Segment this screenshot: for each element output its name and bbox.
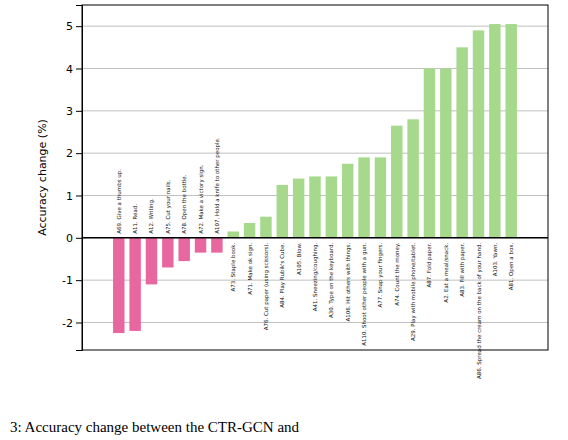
bar bbox=[211, 238, 222, 253]
y-axis-line bbox=[76, 6, 83, 351]
y-tick-label: 0 bbox=[66, 232, 73, 245]
y-tick-mark bbox=[76, 26, 82, 27]
y-axis: -2 -1 0 1 2 3 4 5 bbox=[62, 6, 82, 351]
y-tick-mark bbox=[76, 195, 82, 196]
y-tick: 5 bbox=[66, 20, 82, 33]
y-tick-label: 1 bbox=[66, 190, 73, 203]
plot-frame bbox=[82, 5, 548, 350]
category-label: A105. Blow. bbox=[296, 243, 302, 275]
category-label: A103. Yawn. bbox=[492, 243, 498, 277]
category-label: A86. Spread the cream on the back of you… bbox=[476, 243, 483, 379]
y-tick-label: 3 bbox=[66, 105, 73, 118]
bar bbox=[407, 119, 418, 238]
y-tick-mark bbox=[76, 238, 82, 239]
category-label: A78. Open the bottle. bbox=[181, 174, 188, 234]
bar bbox=[293, 179, 304, 238]
y-tick-mark bbox=[76, 322, 82, 323]
category-label: A30. Type on the keyboard. bbox=[328, 243, 335, 319]
bar bbox=[277, 185, 288, 238]
bar bbox=[375, 157, 386, 237]
category-label: A110. Shoot other people with a gun. bbox=[361, 243, 368, 346]
category-labels: A69. Give a thumbs up. A11. Read. A12. Wri… bbox=[116, 137, 515, 379]
y-tick-label: 4 bbox=[66, 63, 73, 76]
bar bbox=[309, 176, 320, 237]
category-label: A87. Fold paper. bbox=[426, 243, 433, 288]
y-tick-mark bbox=[76, 280, 82, 281]
y-axis-title: Accuracy change (%) bbox=[36, 119, 49, 236]
category-label: A76. Cut paper (using scissors). bbox=[263, 243, 270, 331]
bar bbox=[358, 157, 369, 237]
bar bbox=[146, 238, 157, 285]
category-label: A84. Play Rubik's Cube. bbox=[279, 243, 286, 308]
category-label: A106. Hit others with things. bbox=[345, 243, 352, 322]
bar bbox=[326, 176, 337, 237]
bar bbox=[473, 30, 484, 237]
bar bbox=[505, 24, 516, 238]
zero-line bbox=[82, 237, 548, 239]
y-tick-mark bbox=[76, 68, 82, 69]
category-label: A81. Open a box. bbox=[508, 243, 515, 291]
y-tick: 1 bbox=[66, 190, 82, 203]
bar bbox=[391, 126, 402, 238]
grid-line bbox=[82, 237, 548, 238]
y-tick: 4 bbox=[66, 63, 82, 76]
bar bbox=[178, 238, 189, 261]
bar bbox=[489, 24, 500, 238]
chart: A69. Give a thumbs up. A11. Read. A12. Wri… bbox=[0, 0, 568, 440]
bars bbox=[113, 24, 517, 333]
bar bbox=[162, 238, 173, 268]
category-label: A72. Make a victory sign. bbox=[198, 164, 205, 234]
category-label: A41. Sneezing/coughing. bbox=[312, 243, 319, 312]
category-label: A73. Staple book. bbox=[230, 243, 237, 292]
category-label: A107. Hold a knife to other people. bbox=[214, 137, 221, 234]
bar bbox=[129, 238, 140, 331]
y-tick: -2 bbox=[62, 317, 82, 330]
category-label: A75. Cut your nails. bbox=[165, 179, 172, 233]
bar bbox=[424, 68, 435, 237]
category-label: A11. Read. bbox=[132, 204, 138, 234]
y-tick-label: 2 bbox=[66, 147, 73, 160]
category-label: A83. Fill with paper. bbox=[459, 243, 466, 297]
bar bbox=[440, 68, 451, 237]
category-label: A12. Writing. bbox=[148, 198, 155, 234]
y-tick-label: -2 bbox=[62, 317, 73, 330]
caption: 3: Accuracy change between the CTR-GCN a… bbox=[10, 419, 300, 435]
bar bbox=[113, 238, 124, 333]
grid-line bbox=[82, 26, 548, 27]
y-tick-label: -1 bbox=[62, 274, 73, 287]
bar bbox=[260, 217, 271, 238]
category-label: A29. Play with mobile phone/tablet. bbox=[410, 243, 417, 341]
y-tick: 0 bbox=[66, 232, 82, 245]
bar bbox=[244, 223, 255, 238]
category-label: A71. Make ok sign. bbox=[247, 243, 254, 295]
bar bbox=[456, 47, 467, 237]
y-tick-mark bbox=[76, 111, 82, 112]
y-tick: -1 bbox=[62, 274, 82, 287]
category-label: A2. Eat a meal/snack. bbox=[443, 243, 449, 303]
bar bbox=[195, 238, 206, 253]
y-tick: 3 bbox=[66, 105, 82, 118]
category-label: A77. Snap your fingers. bbox=[377, 243, 384, 308]
y-tick-label: 5 bbox=[66, 20, 73, 33]
bar bbox=[342, 164, 353, 238]
category-label: A69. Give a thumbs up. bbox=[116, 169, 123, 234]
category-label: A74. Count the money. bbox=[394, 243, 401, 306]
y-tick-mark bbox=[76, 153, 82, 154]
y-tick: 2 bbox=[66, 147, 82, 160]
bar bbox=[228, 231, 239, 237]
